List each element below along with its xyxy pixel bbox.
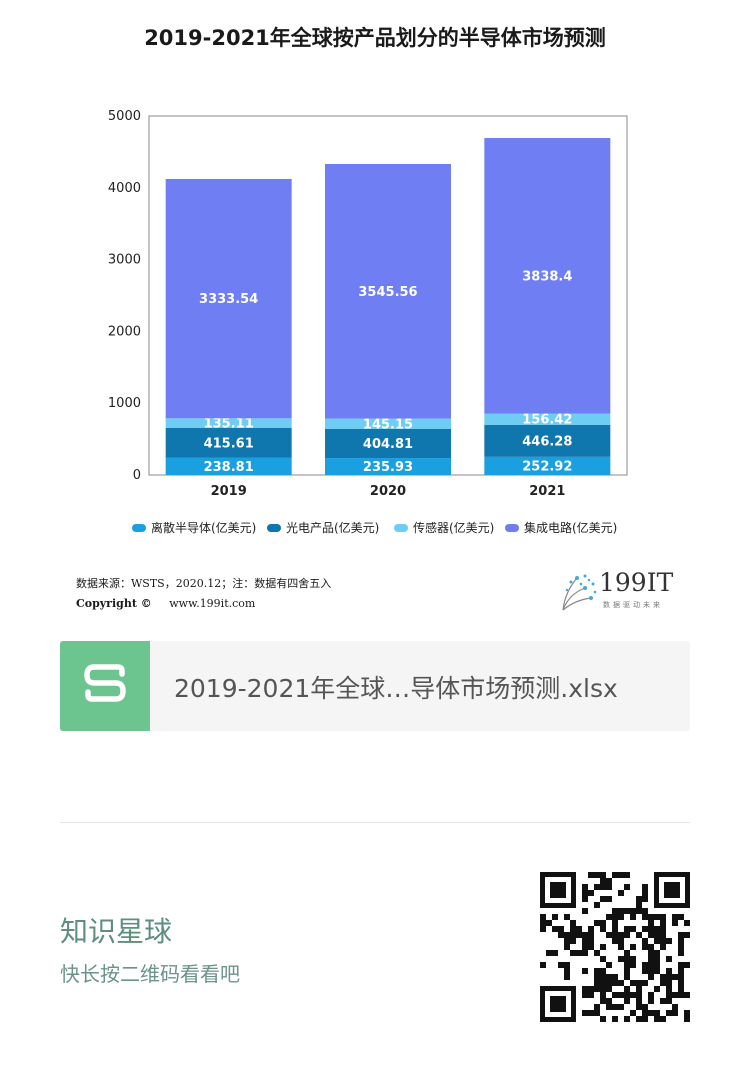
legend-label: 离散半导体(亿美元) xyxy=(151,520,256,535)
copyright-label: Copyright © xyxy=(76,597,152,610)
bar-segment xyxy=(325,458,451,475)
website-link[interactable]: www.199it.com xyxy=(169,597,256,610)
brand-logo: 199IT 数据驱动未来 xyxy=(555,568,685,614)
planet-title: 知识星球 xyxy=(60,915,173,948)
divider xyxy=(60,822,690,823)
bar-segment xyxy=(484,137,611,414)
bar-segment xyxy=(325,418,451,429)
data-label: 3333.54 xyxy=(199,292,258,307)
chart-title: 2019-2021年全球按产品划分的半导体市场预测 xyxy=(144,26,606,50)
stacked-bar-chart: 0 1000 2000 3000 4000 5000 238.81 415.61 135.11… xyxy=(108,109,628,535)
y-tick-label: 5000 xyxy=(108,109,141,124)
data-label: 238.81 xyxy=(204,460,254,475)
bar-segment xyxy=(165,178,292,419)
bar-segment xyxy=(165,428,292,458)
x-tick-label: 2020 xyxy=(370,484,406,499)
bar-segment xyxy=(165,418,292,429)
data-label: 446.28 xyxy=(522,434,572,449)
data-label: 404.81 xyxy=(363,437,413,452)
bar-segment xyxy=(484,424,611,457)
legend-swatch xyxy=(505,524,519,532)
legend-label: 传感器(亿美元) xyxy=(413,520,494,535)
bar-segment xyxy=(325,164,451,419)
bars-group: 238.81 415.61 135.11 3333.54 235.93 404.81 145… xyxy=(165,137,611,475)
y-tick-label: 1000 xyxy=(108,396,141,411)
data-label: 135.11 xyxy=(204,417,254,432)
spreadsheet-s-icon xyxy=(60,641,150,731)
data-label: 145.15 xyxy=(363,417,413,432)
legend-swatch xyxy=(132,524,146,532)
y-tick-label: 2000 xyxy=(108,324,141,339)
legend-swatch xyxy=(267,524,281,532)
bar-segment xyxy=(325,428,451,459)
copyright-line: Copyright © www.199it.com xyxy=(76,597,255,610)
data-label: 415.61 xyxy=(204,436,254,451)
x-axis-ticks: 2019 2020 2021 xyxy=(211,484,566,499)
data-label: 235.93 xyxy=(363,460,413,475)
file-name: 2019-2021年全球…导体市场预测.xlsx xyxy=(174,674,618,703)
y-tick-label: 3000 xyxy=(108,253,141,268)
bar-segment xyxy=(165,457,292,475)
data-label: 3838.4 xyxy=(522,269,572,284)
y-axis-ticks: 0 1000 2000 3000 4000 5000 xyxy=(108,109,141,483)
y-tick-label: 4000 xyxy=(108,181,141,196)
data-label: 156.42 xyxy=(522,413,572,428)
planet-subtitle: 快长按二维码看看吧 xyxy=(60,962,240,986)
logo-text: 199IT xyxy=(599,568,674,597)
qr-code-icon[interactable] xyxy=(540,872,690,1022)
bar-segment xyxy=(484,456,611,475)
legend-swatch xyxy=(394,524,408,532)
dandelion-logo-icon xyxy=(562,574,597,611)
data-label: 252.92 xyxy=(522,459,572,474)
legend: 离散半导体(亿美元) 光电产品(亿美元) 传感器(亿美元) 集成电路(亿美元) xyxy=(132,520,617,535)
y-tick-label: 0 xyxy=(133,468,141,483)
x-tick-label: 2021 xyxy=(529,484,565,499)
source-note: 数据来源：WSTS，2020.12；注：数据有四舍五入 xyxy=(76,577,332,590)
s-letter-icon xyxy=(84,664,126,702)
legend-label: 集成电路(亿美元) xyxy=(524,520,617,535)
file-attachment-card[interactable]: 2019-2021年全球…导体市场预测.xlsx xyxy=(60,641,690,731)
data-label: 3545.56 xyxy=(358,285,417,300)
logo-subtitle: 数据驱动未来 xyxy=(603,601,663,609)
x-tick-label: 2019 xyxy=(211,484,247,499)
bar-segment xyxy=(484,413,611,425)
legend-label: 光电产品(亿美元) xyxy=(286,520,379,535)
